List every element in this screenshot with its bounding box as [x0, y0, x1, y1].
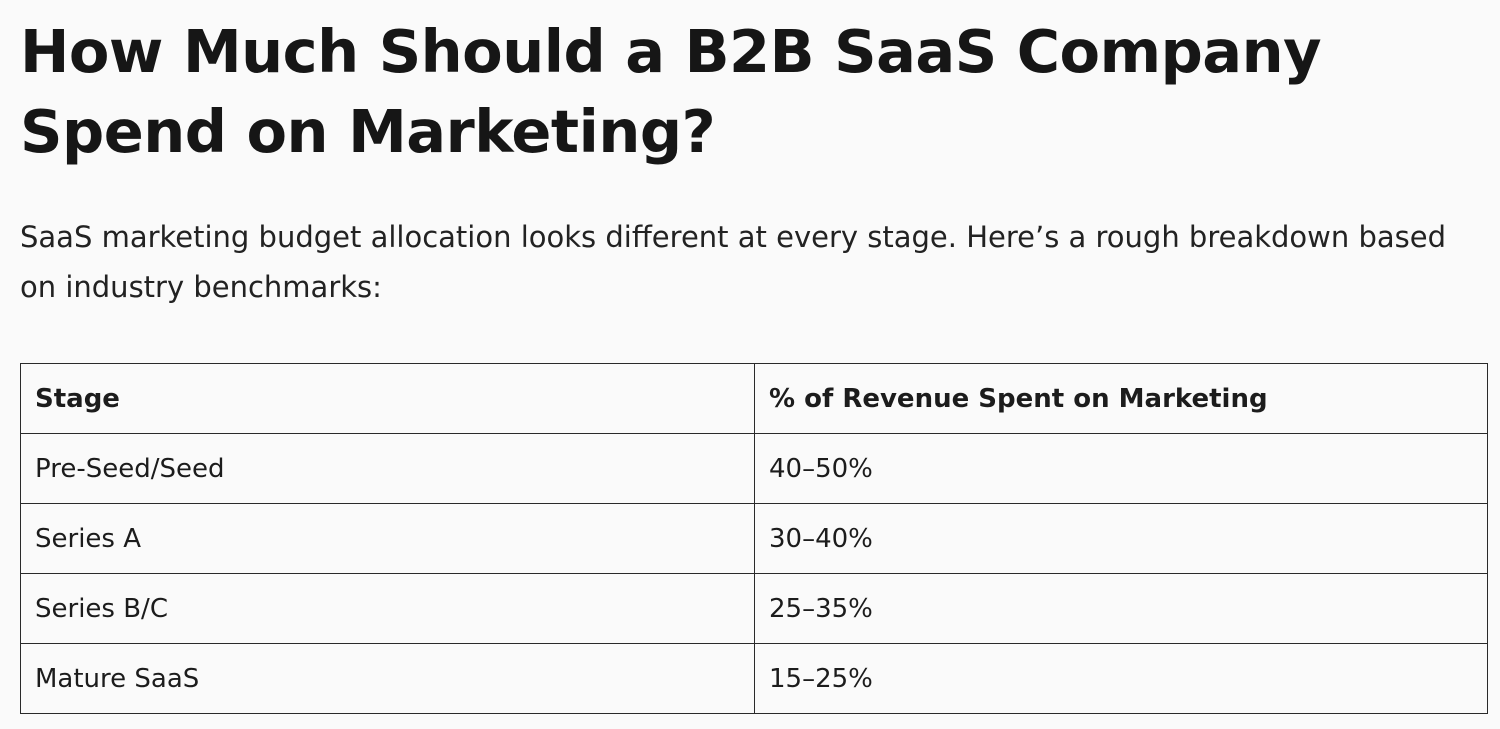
table-row: Series A 30–40% [20, 503, 1488, 574]
table-row: Series B/C 25–35% [20, 573, 1488, 644]
intro-paragraph: SaaS marketing budget allocation looks d… [20, 220, 1447, 304]
percent-cell: 40–50% [754, 433, 1488, 504]
percent-cell: 30–40% [754, 503, 1488, 574]
percent-cell: 25–35% [754, 573, 1488, 644]
stage-cell: Series A [20, 503, 755, 574]
article-title: How Much Should a B2B SaaS Company Spend… [20, 17, 1322, 166]
percent-cell: 15–25% [754, 643, 1488, 714]
table-row: Mature SaaS 15–25% [20, 643, 1488, 714]
column-header-revenue-percent: % of Revenue Spent on Marketing [754, 363, 1488, 434]
stage-cell: Pre-Seed/Seed [20, 433, 755, 504]
table-header-row: Stage % of Revenue Spent on Marketing [20, 363, 1488, 434]
table-row: Pre-Seed/Seed 40–50% [20, 433, 1488, 504]
article: How Much Should a B2B SaaS Company Spend… [20, 0, 1488, 714]
stage-cell: Series B/C [20, 573, 755, 644]
marketing-spend-table: Stage % of Revenue Spent on Marketing Pr… [20, 363, 1488, 714]
stage-cell: Mature SaaS [20, 643, 755, 714]
column-header-stage: Stage [20, 363, 755, 434]
